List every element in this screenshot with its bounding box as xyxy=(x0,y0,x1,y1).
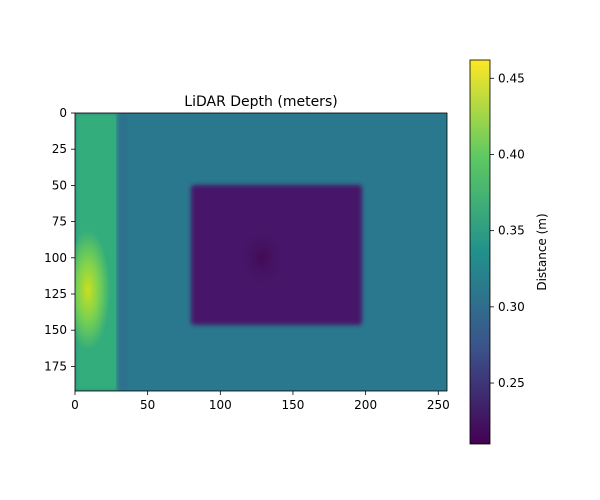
colorbar-tick-label: 0.30 xyxy=(498,300,525,314)
y-tick-label: 150 xyxy=(44,323,67,337)
chart-title: LiDAR Depth (meters) xyxy=(184,94,337,110)
y-tick-label: 75 xyxy=(52,215,67,229)
x-tick-label: 0 xyxy=(71,398,79,412)
colorbar-ticks: 0.25 0.30 0.35 0.40 0.45 xyxy=(490,71,525,390)
colorbar-tick-label: 0.25 xyxy=(498,376,525,390)
heatmap-image xyxy=(75,113,447,391)
x-tick-label: 50 xyxy=(140,398,155,412)
colorbar-label: Distance (m) xyxy=(535,213,549,290)
y-tick-label: 0 xyxy=(59,106,67,120)
colorbar xyxy=(469,59,491,445)
colorbar-tick-label: 0.35 xyxy=(498,224,525,238)
colorbar-tick-label: 0.45 xyxy=(498,71,525,85)
colorbar-tick-label: 0.40 xyxy=(498,147,525,161)
y-tick-label: 50 xyxy=(52,178,67,192)
y-tick-label: 175 xyxy=(44,359,67,373)
dark-edge-region xyxy=(117,113,127,391)
y-axis: 0 25 50 75 100 125 150 175 xyxy=(44,106,75,373)
x-tick-label: 150 xyxy=(282,398,305,412)
y-tick-label: 125 xyxy=(44,287,67,301)
box-darkest-spot xyxy=(234,223,290,293)
x-tick-label: 250 xyxy=(427,398,450,412)
bright-spot-region xyxy=(75,230,110,350)
x-tick-label: 100 xyxy=(209,398,232,412)
y-tick-label: 100 xyxy=(44,251,67,265)
x-axis: 0 50 100 150 200 250 xyxy=(71,391,450,412)
plot-frame xyxy=(74,112,448,392)
x-tick-label: 200 xyxy=(354,398,377,412)
y-tick-label: 25 xyxy=(52,142,67,156)
